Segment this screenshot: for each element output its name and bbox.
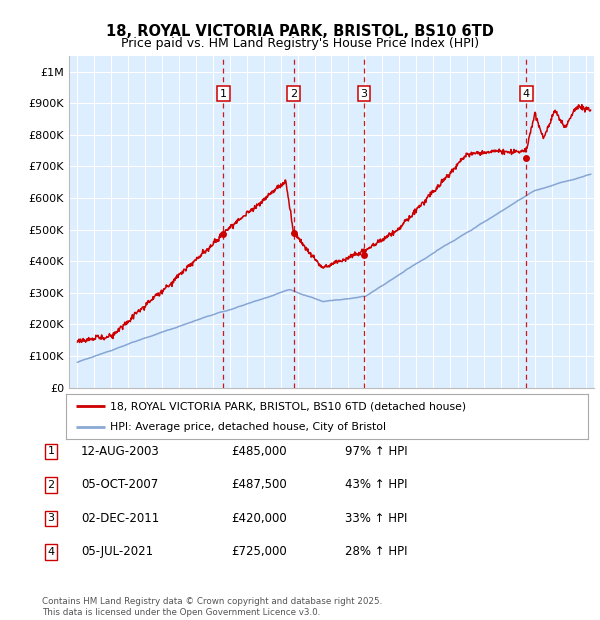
- Text: £485,000: £485,000: [231, 445, 287, 458]
- Text: 1: 1: [220, 89, 227, 99]
- Text: 1: 1: [47, 446, 55, 456]
- Text: 4: 4: [523, 89, 530, 99]
- Text: 28% ↑ HPI: 28% ↑ HPI: [345, 546, 407, 558]
- Text: 18, ROYAL VICTORIA PARK, BRISTOL, BS10 6TD: 18, ROYAL VICTORIA PARK, BRISTOL, BS10 6…: [106, 24, 494, 38]
- Text: 2: 2: [47, 480, 55, 490]
- Text: HPI: Average price, detached house, City of Bristol: HPI: Average price, detached house, City…: [110, 422, 386, 432]
- Text: 05-JUL-2021: 05-JUL-2021: [81, 546, 153, 558]
- Text: 05-OCT-2007: 05-OCT-2007: [81, 479, 158, 491]
- Text: 97% ↑ HPI: 97% ↑ HPI: [345, 445, 407, 458]
- Text: 18, ROYAL VICTORIA PARK, BRISTOL, BS10 6TD (detached house): 18, ROYAL VICTORIA PARK, BRISTOL, BS10 6…: [110, 401, 466, 412]
- Text: Contains HM Land Registry data © Crown copyright and database right 2025.
This d: Contains HM Land Registry data © Crown c…: [42, 598, 382, 617]
- Text: 4: 4: [47, 547, 55, 557]
- Text: £725,000: £725,000: [231, 546, 287, 558]
- Text: £487,500: £487,500: [231, 479, 287, 491]
- Text: £420,000: £420,000: [231, 512, 287, 525]
- Text: 12-AUG-2003: 12-AUG-2003: [81, 445, 160, 458]
- Text: 3: 3: [47, 513, 55, 523]
- Text: 33% ↑ HPI: 33% ↑ HPI: [345, 512, 407, 525]
- Text: 2: 2: [290, 89, 297, 99]
- Text: 43% ↑ HPI: 43% ↑ HPI: [345, 479, 407, 491]
- Text: 3: 3: [361, 89, 368, 99]
- Text: Price paid vs. HM Land Registry's House Price Index (HPI): Price paid vs. HM Land Registry's House …: [121, 37, 479, 50]
- Text: 02-DEC-2011: 02-DEC-2011: [81, 512, 159, 525]
